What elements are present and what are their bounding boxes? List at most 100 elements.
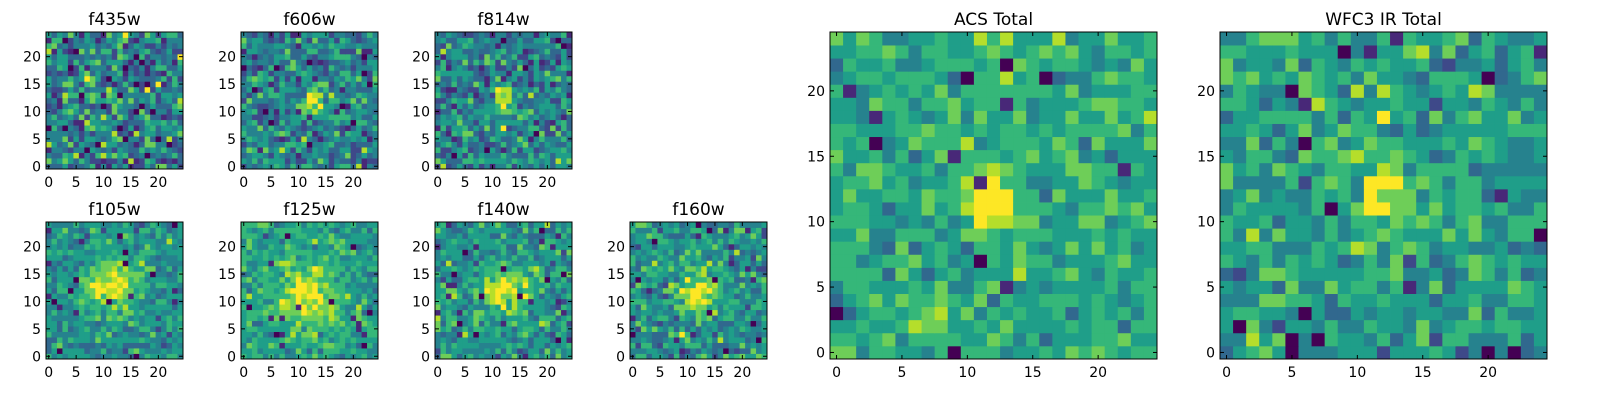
heatmap-cell <box>73 147 79 153</box>
heatmap-cell <box>517 142 523 148</box>
heatmap-cell <box>1052 228 1065 241</box>
heatmap-cell <box>145 120 151 126</box>
heatmap-cell <box>435 153 441 159</box>
heatmap-cell <box>57 310 63 316</box>
heatmap-cell <box>506 343 512 349</box>
heatmap-cell <box>257 87 263 93</box>
heatmap-cell <box>274 131 280 137</box>
heatmap-cell <box>106 332 112 338</box>
heatmap-cell <box>830 333 843 346</box>
heatmap-cell <box>241 131 247 137</box>
heatmap-cell <box>134 277 140 283</box>
heatmap-cell <box>117 147 123 153</box>
heatmap-cell <box>690 310 696 316</box>
heatmap-cell <box>484 321 490 327</box>
heatmap-cell <box>641 310 647 316</box>
heatmap-cell <box>301 288 307 294</box>
heatmap-cell <box>729 233 735 239</box>
heatmap-cell <box>323 92 329 98</box>
heatmap-cell <box>556 125 562 131</box>
heatmap-cell <box>451 125 457 131</box>
heatmap-cell <box>161 48 167 54</box>
heatmap-cell <box>561 310 567 316</box>
heatmap-cell <box>501 32 507 38</box>
heatmap-cell <box>1105 176 1118 189</box>
heatmap-cell <box>668 348 674 354</box>
heatmap-cell <box>345 282 351 288</box>
heatmap-cell <box>172 310 178 316</box>
heatmap-cell <box>95 114 101 120</box>
heatmap-cell <box>501 98 507 104</box>
heatmap-cell <box>279 332 285 338</box>
heatmap-cell <box>1013 189 1026 202</box>
heatmap-cell <box>729 310 735 316</box>
heatmap-cell <box>440 310 446 316</box>
heatmap-cell <box>106 54 112 60</box>
heatmap-cell <box>156 81 162 87</box>
heatmap-cell <box>635 343 641 349</box>
heatmap-cell <box>301 304 307 310</box>
heatmap-cell <box>545 227 551 233</box>
heatmap-cell <box>57 125 63 131</box>
heatmap-cell <box>440 142 446 148</box>
heatmap-cell <box>285 92 291 98</box>
heatmap-cell <box>95 54 101 60</box>
heatmap-cell <box>362 54 368 60</box>
heatmap-cell <box>90 249 96 255</box>
heatmap-cell <box>1105 189 1118 202</box>
heatmap-cell <box>318 315 324 321</box>
heatmap-cell <box>517 120 523 126</box>
heatmap-cell <box>84 120 90 126</box>
heatmap-cell <box>630 332 636 338</box>
heatmap-cell <box>318 348 324 354</box>
heatmap-cell <box>534 70 540 76</box>
heatmap-cell <box>117 48 123 54</box>
heatmap-cell <box>367 114 373 120</box>
heatmap-cell <box>1118 215 1131 228</box>
heatmap-cell <box>545 81 551 87</box>
heatmap-cell <box>468 277 474 283</box>
heatmap-cell <box>690 326 696 332</box>
heatmap-cell <box>101 48 107 54</box>
heatmap-cell <box>468 282 474 288</box>
heatmap-cell <box>362 114 368 120</box>
heatmap-cell <box>252 65 258 71</box>
heatmap-cell <box>435 59 441 65</box>
heatmap-cell <box>1131 189 1144 202</box>
heatmap-cell <box>351 59 357 65</box>
heatmap-cell <box>329 337 335 343</box>
heatmap-cell <box>479 321 485 327</box>
heatmap-cell <box>106 131 112 137</box>
heatmap-cell <box>134 92 140 98</box>
heatmap-cell <box>84 293 90 299</box>
heatmap-cell <box>134 81 140 87</box>
heatmap-cell <box>101 227 107 233</box>
heatmap-cell <box>534 222 540 228</box>
heatmap-cell <box>296 43 302 49</box>
heatmap-cell <box>462 70 468 76</box>
heatmap-cell <box>112 343 118 349</box>
heatmap-cell <box>150 125 156 131</box>
heatmap-cell <box>279 222 285 228</box>
heatmap-cell <box>843 254 856 267</box>
panel-title: f435w <box>88 10 140 30</box>
heatmap-cell <box>462 277 468 283</box>
heatmap-cell <box>646 288 652 294</box>
heatmap-cell <box>351 103 357 109</box>
heatmap-cell <box>523 131 529 137</box>
heatmap-cell <box>139 293 145 299</box>
heatmap-cell <box>641 255 647 261</box>
heatmap-cell <box>545 65 551 71</box>
heatmap-cell <box>290 32 296 38</box>
heatmap-cell <box>62 255 68 261</box>
heatmap-cell <box>1000 189 1013 202</box>
heatmap-cell <box>707 266 713 272</box>
heatmap-cell <box>318 142 324 148</box>
heatmap-cell <box>90 321 96 327</box>
heatmap-cell <box>484 260 490 266</box>
heatmap-cell <box>84 277 90 283</box>
heatmap-cell <box>517 103 523 109</box>
heatmap-cell <box>296 348 302 354</box>
heatmap-cell <box>451 332 457 338</box>
heatmap-cell <box>274 158 280 164</box>
